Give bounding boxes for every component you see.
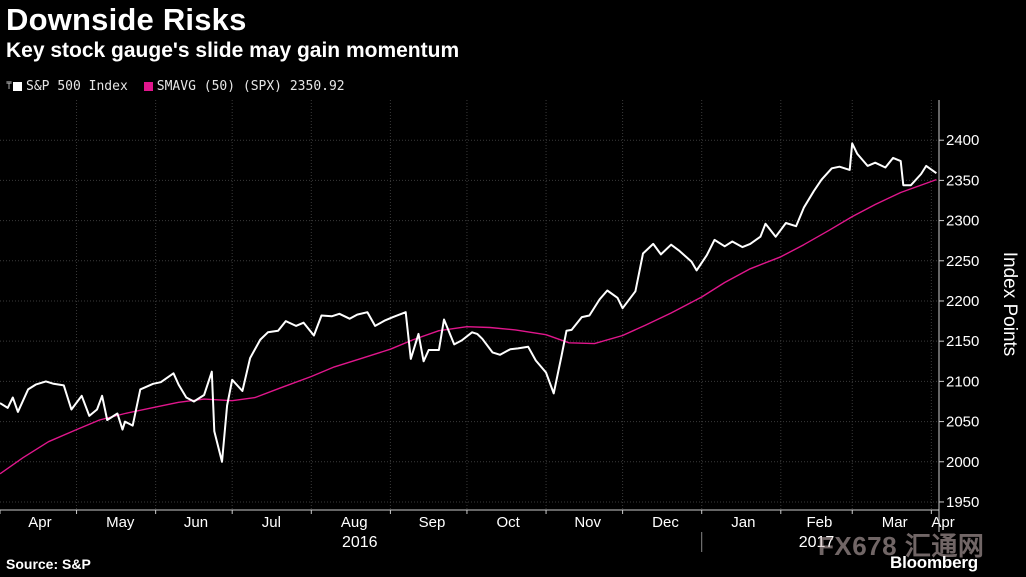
x-tick-label: Jul [262,514,281,531]
legend-swatch-smavg [143,81,153,91]
x-tick-label: Feb [807,514,833,531]
y-tick-label: 2300 [946,213,979,230]
y-tick-label: 2200 [946,293,979,310]
y-tick-label: 2350 [946,172,979,189]
series-line-smavg [0,178,937,475]
x-tick-label: Apr [28,514,51,531]
legend-item-smavg: SMAVG (50) (SPX) 2350.92 [143,78,345,94]
y-tick-label: 2000 [946,454,979,471]
watermark-logo: FX678 汇通网 [818,531,985,561]
bloomberg-logo: Bloomberg [890,553,978,572]
legend-label-spx: S&P 500 Index [26,78,128,94]
source-note: Source: S&P [6,556,91,572]
y-axis-label: Index Points [999,252,1020,357]
x-tick-label: Jan [731,514,755,531]
chart-title: Downside Risks [6,2,247,37]
x-tick-label: Aug [341,514,368,531]
y-tick-label: 2250 [946,253,979,270]
x-tick-label: Dec [652,514,679,531]
series-line-spx [0,142,937,463]
legend-item-spx: ⍑ S&P 500 Index [6,79,128,94]
x-tick-label: Jun [184,514,208,531]
x-tick-label: Mar [882,514,908,531]
y-tick-label: 2150 [946,333,979,350]
x-tick-label: Sep [419,514,446,531]
x-tick-label: May [106,514,135,531]
legend-swatch-spx [13,81,23,91]
y-tick-label: 2050 [946,414,979,431]
x-tick-label: Oct [496,514,520,531]
year-label: 2016 [342,534,378,551]
legend-pin-icon: ⍑ [6,80,13,92]
chart-subtitle: Key stock gauge's slide may gain momentu… [6,39,460,62]
x-tick-label: Apr [931,514,954,531]
chart-legend: ⍑ S&P 500 Index SMAVG (50) (SPX) 2350.92 [6,76,361,96]
y-tick-label: 1950 [946,494,979,511]
y-tick-label: 2100 [946,373,979,390]
x-tick-label: Nov [574,514,601,531]
y-tick-label: 2400 [946,132,979,149]
legend-label-smavg: SMAVG (50) (SPX) 2350.92 [156,78,345,94]
year-label: 2017 [799,534,835,551]
